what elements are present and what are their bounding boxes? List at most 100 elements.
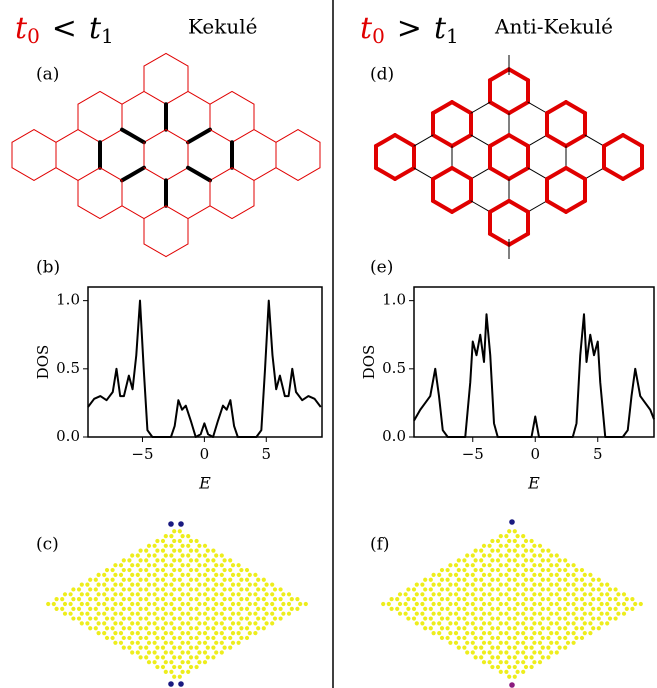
site: [105, 587, 109, 591]
site: [454, 583, 458, 587]
site: [147, 621, 151, 625]
site: [63, 602, 67, 606]
site: [228, 568, 232, 572]
site: [60, 607, 64, 611]
site: [622, 602, 626, 606]
site: [228, 558, 232, 562]
site: [147, 631, 151, 635]
site: [549, 592, 553, 596]
site: [608, 587, 612, 591]
site: [496, 655, 500, 659]
site: [186, 621, 190, 625]
site: [558, 587, 562, 591]
site: [457, 587, 461, 591]
site: [608, 607, 612, 611]
site: [111, 587, 115, 591]
site: [262, 616, 266, 620]
site: [281, 592, 285, 596]
site: [122, 626, 126, 630]
site: [457, 578, 461, 582]
site: [546, 636, 550, 640]
site: [420, 612, 424, 616]
site: [169, 660, 173, 664]
bond: [188, 168, 210, 181]
site: [281, 612, 285, 616]
site: [189, 597, 193, 601]
site: [412, 616, 416, 620]
site: [580, 607, 584, 611]
site: [161, 607, 165, 611]
site: [572, 641, 576, 645]
site: [136, 583, 140, 587]
site: [437, 592, 441, 596]
site: [228, 597, 232, 601]
site: [432, 631, 436, 635]
site: [591, 626, 595, 630]
site: [541, 607, 545, 611]
site: [516, 534, 520, 538]
bond: [56, 168, 78, 181]
site: [139, 549, 143, 553]
site: [423, 597, 427, 601]
site: [504, 621, 508, 625]
site: [583, 612, 587, 616]
site: [387, 602, 391, 606]
site: [189, 539, 193, 543]
site: [538, 544, 542, 548]
site: [530, 665, 534, 669]
site: [155, 607, 159, 611]
site: [144, 636, 148, 640]
site: [420, 621, 424, 625]
site: [530, 626, 534, 630]
site: [429, 597, 433, 601]
site: [479, 607, 483, 611]
site: [432, 621, 436, 625]
site: [532, 592, 536, 596]
site: [415, 612, 419, 616]
edge-state: [168, 681, 174, 687]
site: [516, 670, 520, 674]
site: [558, 626, 562, 630]
site: [423, 616, 427, 620]
site: [507, 626, 511, 630]
y-axis-label: DOS: [34, 345, 52, 380]
bond: [210, 206, 232, 219]
site: [474, 636, 478, 640]
site: [172, 607, 176, 611]
site: [479, 646, 483, 650]
site: [139, 636, 143, 640]
y-tick-label: 1.0: [382, 291, 406, 309]
site: [572, 563, 576, 567]
site: [496, 626, 500, 630]
x-tick-label: 5: [593, 445, 603, 463]
bond: [276, 168, 298, 181]
site: [239, 597, 243, 601]
site: [605, 621, 609, 625]
site: [195, 607, 199, 611]
condition-symbol: t: [360, 11, 373, 46]
site: [231, 563, 235, 567]
site: [513, 655, 517, 659]
site: [580, 597, 584, 601]
site: [178, 578, 182, 582]
site: [488, 553, 492, 557]
site: [164, 534, 168, 538]
site: [94, 578, 98, 582]
site: [178, 558, 182, 562]
site: [186, 573, 190, 577]
bond: [78, 130, 100, 143]
site: [231, 583, 235, 587]
site: [197, 592, 201, 596]
site: [549, 641, 553, 645]
site: [524, 597, 528, 601]
site: [136, 602, 140, 606]
site: [161, 558, 165, 562]
bond: [210, 91, 232, 104]
site: [490, 636, 494, 640]
y-tick-label: 0.5: [56, 359, 80, 377]
bond: [188, 206, 210, 219]
site: [290, 607, 294, 611]
site: [538, 563, 542, 567]
site: [214, 650, 218, 654]
site: [474, 616, 478, 620]
